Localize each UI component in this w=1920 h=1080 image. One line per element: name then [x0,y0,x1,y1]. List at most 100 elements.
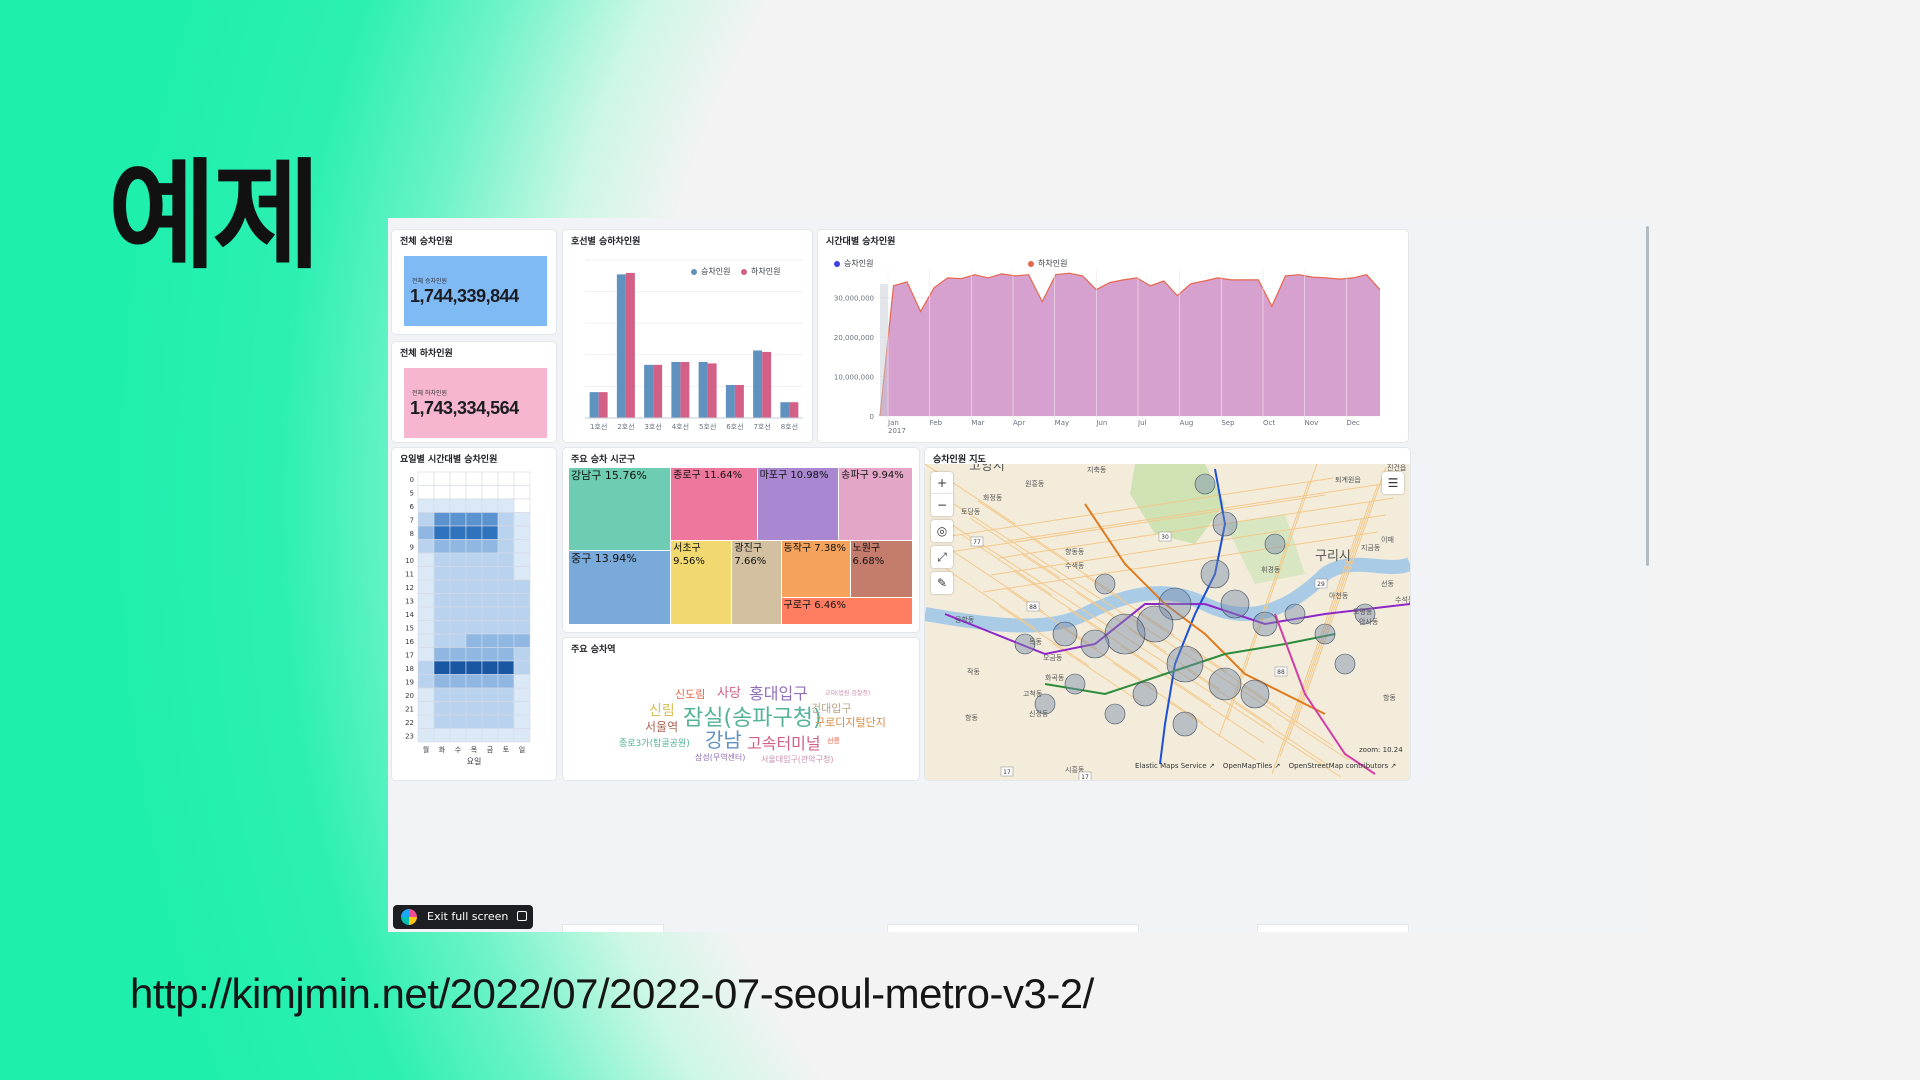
treemap-tile[interactable]: 중구 13.94% [569,551,672,625]
heatmap-cell [417,674,435,689]
panel-title: 전체 승차인원 [400,237,453,247]
heatmap-cell [465,498,483,513]
road-number: 29 [1317,581,1325,588]
map-place-label: 구리시 [1315,549,1351,564]
y-tick-label: 5 [410,489,414,497]
map-place-label: 공항동 [955,615,975,624]
wordcloud-word[interactable]: 서울역 [645,720,679,734]
wordcloud-word[interactable]: 서울대입구(관악구청) [761,755,834,764]
road [1112,662,1204,724]
slide-url[interactable]: http://kimjmin.net/2022/07/2022-07-seoul… [130,970,1094,1017]
map-place-label: 원흥동 [1025,479,1045,488]
heatmap-chart: 0 5 6 7 8 9 10 11 12 13 14 15 16 17 18 19 20 21 22 23 월 화 수 목 금 토… [405,471,531,766]
subway-line [1044,633,1336,696]
x-tick-label: Apr [1013,419,1025,427]
ridership-circle [1240,679,1270,709]
heatmap-cell [417,687,435,702]
wordcloud-word[interactable]: 삼성(무역센터) [695,753,746,762]
legend-swatch [691,268,697,275]
heatmap-cell [417,728,435,743]
wordcloud-word[interactable]: 건대입구 [811,702,852,715]
y-tick-label: 6 [410,503,415,511]
zoom-out-icon[interactable]: − [931,494,953,516]
x-tick-label: Aug [1180,419,1194,427]
heatmap-cell [433,566,451,581]
road [1218,480,1310,738]
y-tick-label: 12 [405,584,414,592]
partial-panel [563,925,663,932]
treemap-tile[interactable]: 종로구 11.64% [671,468,758,541]
heatmap-cell [513,485,531,500]
zoom-in-icon[interactable]: + [931,472,953,494]
x-tick-label: 월 [423,745,429,754]
map-place-label: 휘경동 [1261,565,1281,574]
road [1181,665,1273,727]
heatmap-cell [481,606,499,621]
locate-icon[interactable]: ◎ [931,520,953,542]
y-tick-label: 15 [405,624,414,632]
metric-value: 1,744,339,844 [410,286,519,306]
heatmap-cell [481,593,499,608]
wordcloud-word[interactable]: 홍대입구 [749,684,808,703]
x-tick-label: 1호선 [590,422,607,431]
treemap-tile[interactable]: 동작구 7.38% [781,540,851,599]
metric-sublabel: 전체 승차인원 [412,278,448,285]
fit-bounds-icon[interactable]: ⤢ [931,546,953,568]
treemap-tile[interactable]: 강남구 15.76% [569,468,672,552]
heatmap-cell [417,566,435,581]
y-tick-label: 21 [405,705,414,713]
wordcloud-word[interactable]: 교대(법원.검찰청) [825,690,871,697]
heatmap-cell [417,606,435,621]
treemap-tile[interactable]: 광진구 7.66% [732,540,782,625]
wordcloud-word[interactable]: 잠실(송파구청) [683,706,822,731]
map-place-label: 고척동 [1023,690,1043,698]
wordcloud-word[interactable]: 구로디지털단지 [815,716,886,729]
wordcloud-word[interactable]: 선릉 [827,737,840,745]
treemap-tile[interactable]: 노원구 6.68% [850,540,913,599]
map-place-label: 향동동 [1065,547,1085,556]
ridership-circle [1094,573,1116,595]
map-view[interactable]: 고양시 지축동 원흥동 화정동 토당동 향동동 수색동 공항동 목동 오금동 화곡동 작동 고척동 항동 신… [925,464,1410,780]
heatmap-cell [433,539,451,554]
road-shield [1078,771,1092,780]
layers-icon[interactable]: ☰ [1382,472,1404,494]
treemap-tile[interactable]: 서초구 9.56% [671,540,733,625]
treemap-tile[interactable]: 마포구 10.98% [757,468,840,541]
treemap-tile[interactable]: 송파구 9.94% [839,468,913,541]
treemap-tile[interactable]: 구로구 6.46% [781,598,913,625]
wordcloud-word[interactable]: 고속터미널 [747,734,821,753]
map-place-label: 신정동 [1029,709,1049,718]
attribution-link[interactable]: Elastic Maps Service [1135,762,1207,770]
dashboard-scrollbar[interactable] [1646,226,1649,566]
subway-line [944,603,1410,656]
wordcloud-word[interactable]: 사당 [717,686,741,701]
exit-full-screen-button[interactable]: Exit full screen [393,905,533,929]
wordcloud-word[interactable]: 신도림 [675,688,706,701]
road [953,503,1350,761]
bar-하차인원-6호선 [734,384,744,418]
attribution-link[interactable]: OpenStreetMap contributors [1288,762,1389,770]
heatmap-cell [449,674,467,689]
heatmap-cell [513,593,531,608]
road-number: 17 [1003,769,1011,776]
wordcloud-word[interactable]: 신림 [649,703,675,719]
road-shield [1274,666,1288,677]
wordcloud-word[interactable]: 종로3가(탑골공원) [619,739,690,749]
attribution-link[interactable]: OpenMapTiles [1222,762,1273,770]
heatmap-cell [449,512,467,527]
heatmap-cell [465,512,483,527]
heatmap-cell [497,471,515,486]
heatmap-cell [513,714,531,729]
heatmap-cell [513,674,531,689]
draw-tool-icon[interactable]: ✎ [931,572,953,594]
road-shield [970,536,984,547]
road [1030,537,1122,599]
heatmap-cell [465,674,483,689]
road [929,494,1326,556]
heatmap-cell [417,552,435,567]
heatmap-cell [433,485,451,500]
heatmap-cell [497,566,515,581]
heatmap-cell [433,687,451,702]
road-shield [1026,601,1040,612]
wordcloud-word[interactable]: 강남 [705,728,742,752]
